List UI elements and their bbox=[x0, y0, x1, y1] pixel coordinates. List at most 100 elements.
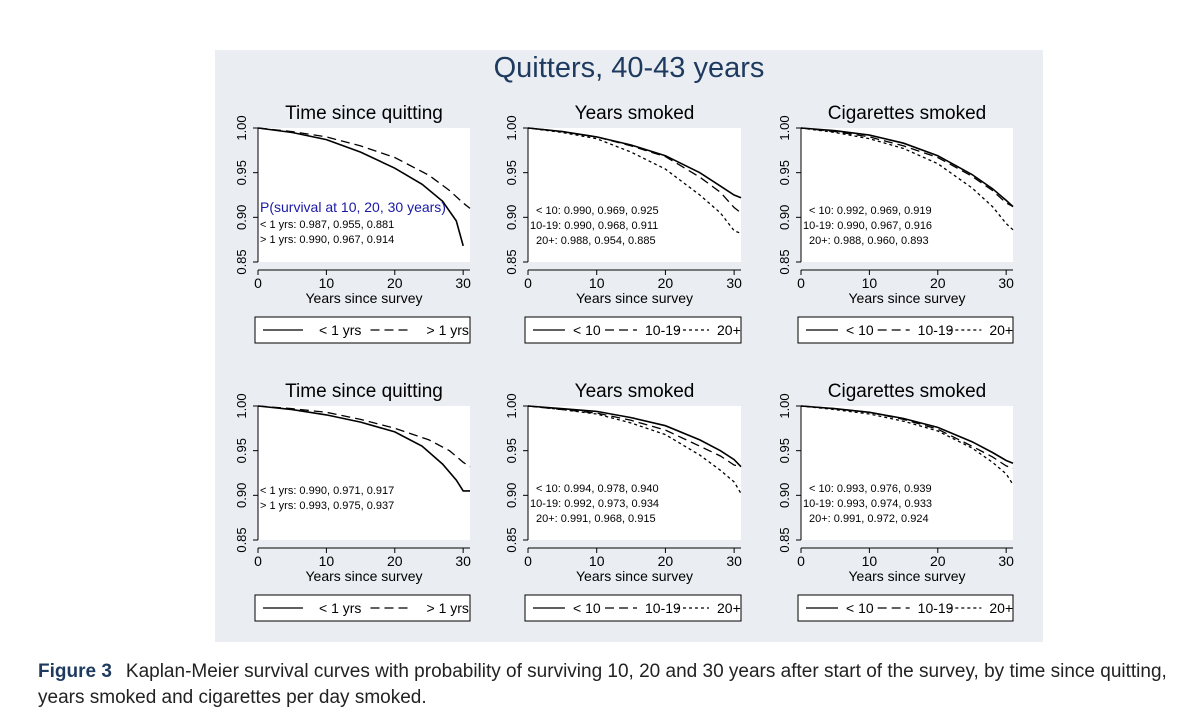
subplot-1: Time since quittingMen0.850.900.951.0001… bbox=[234, 103, 471, 344]
annotation-line: 20+: 0.988, 0.960, 0.893 bbox=[809, 235, 929, 247]
figure-panel: Quitters, 40-43 years Time since quittin… bbox=[215, 50, 1043, 642]
x-axis-label: Years since survey bbox=[306, 568, 423, 584]
annotation-line: < 10: 0.994, 0.978, 0.940 bbox=[536, 483, 659, 495]
legend-label: 10-19 bbox=[918, 600, 954, 616]
y-tick-label: 0.85 bbox=[777, 249, 792, 274]
series-line-10 bbox=[800, 127, 1014, 208]
x-tick-label: 10 bbox=[589, 553, 605, 569]
subplot-title: Years smoked bbox=[575, 381, 695, 402]
annotation-line: 10-19: 0.993, 0.974, 0.933 bbox=[803, 498, 932, 510]
legend: < 1 yrs > 1 yrs bbox=[254, 316, 471, 344]
annotation-line: 10-19: 0.990, 0.967, 0.916 bbox=[803, 220, 932, 232]
annotation-line: 10-19: 0.990, 0.968, 0.911 bbox=[530, 220, 658, 232]
y-tick-label: 0.85 bbox=[504, 527, 519, 552]
x-tick-label: 30 bbox=[998, 553, 1014, 569]
y-tick-label: 0.85 bbox=[234, 527, 249, 552]
legend-label: 10-19 bbox=[645, 322, 681, 338]
subplot-4: Time since quittingWomen0.850.900.951.00… bbox=[234, 381, 471, 622]
series-line-10-19 bbox=[527, 127, 742, 214]
x-tick-label: 20 bbox=[387, 275, 403, 291]
x-tick-label: 20 bbox=[930, 275, 946, 291]
y-tick-label: 0.95 bbox=[234, 438, 249, 463]
annotation-header: P(survival at 10, 20, 30 years) bbox=[260, 199, 446, 215]
series-line-20 bbox=[527, 127, 742, 235]
x-tick-label: 30 bbox=[998, 275, 1014, 291]
figure-title: Quitters, 40-43 years bbox=[493, 52, 765, 84]
y-tick-label: 0.90 bbox=[234, 205, 249, 230]
x-tick-label: 20 bbox=[387, 553, 403, 569]
x-axis-label: Years since survey bbox=[576, 290, 693, 306]
legend-label: < 10 bbox=[846, 322, 874, 338]
annotation-line: < 1 yrs: 0.987, 0.955, 0.881 bbox=[260, 219, 394, 231]
y-tick-label: 1.00 bbox=[777, 115, 792, 140]
x-tick-label: 10 bbox=[589, 275, 605, 291]
legend-label: < 10 bbox=[573, 322, 601, 338]
y-tick-label: 1.00 bbox=[504, 393, 519, 418]
subplot-6: Cigarettes smokedWomen0.850.900.951.0001… bbox=[777, 381, 1014, 622]
y-tick-label: 0.85 bbox=[234, 249, 249, 274]
x-tick-label: 30 bbox=[726, 275, 742, 291]
legend-label: 20+ bbox=[717, 322, 741, 338]
series-line-10 bbox=[527, 405, 742, 468]
x-tick-label: 0 bbox=[254, 275, 262, 291]
x-tick-label: 20 bbox=[658, 553, 674, 569]
x-tick-label: 30 bbox=[455, 275, 471, 291]
figure-caption: Figure 3 Kaplan-Meier survival curves wit… bbox=[38, 659, 1178, 711]
legend: < 10 10-19 20+ bbox=[524, 316, 742, 344]
series-line-10-19 bbox=[527, 405, 742, 468]
x-tick-label: 10 bbox=[862, 553, 878, 569]
x-tick-label: 10 bbox=[319, 275, 335, 291]
annotation-line: < 1 yrs: 0.990, 0.971, 0.917 bbox=[260, 485, 394, 497]
legend-label: < 1 yrs bbox=[319, 600, 361, 616]
legend-label: 10-19 bbox=[645, 600, 681, 616]
series-line-1-yrs bbox=[257, 127, 471, 209]
y-tick-label: 0.95 bbox=[504, 160, 519, 185]
plot-area bbox=[528, 406, 741, 540]
x-axis-label: Years since survey bbox=[576, 568, 693, 584]
annotation-line: 20+: 0.988, 0.954, 0.885 bbox=[536, 235, 656, 247]
x-tick-label: 0 bbox=[254, 553, 262, 569]
x-axis-label: Years since survey bbox=[306, 290, 423, 306]
legend-label: < 1 yrs bbox=[319, 322, 361, 338]
series-line-1-yrs bbox=[257, 405, 471, 468]
legend-label: < 10 bbox=[846, 600, 874, 616]
y-tick-label: 0.90 bbox=[234, 483, 249, 508]
y-tick-label: 0.90 bbox=[504, 483, 519, 508]
plot-area bbox=[801, 406, 1013, 540]
legend-label: > 1 yrs bbox=[427, 322, 469, 338]
plot-area bbox=[258, 406, 470, 540]
x-tick-label: 10 bbox=[862, 275, 878, 291]
y-tick-label: 0.90 bbox=[777, 205, 792, 230]
annotation-line: > 1 yrs: 0.993, 0.975, 0.937 bbox=[260, 500, 394, 512]
legend-label: > 1 yrs bbox=[427, 600, 469, 616]
y-tick-label: 0.90 bbox=[777, 483, 792, 508]
subplot-3: Cigarettes smokedMen0.850.900.951.000102… bbox=[777, 103, 1014, 344]
annotation-line: > 1 yrs: 0.990, 0.967, 0.914 bbox=[260, 234, 394, 246]
legend: < 10 10-19 20+ bbox=[797, 316, 1014, 344]
x-tick-label: 10 bbox=[319, 553, 335, 569]
y-tick-label: 0.85 bbox=[504, 249, 519, 274]
plots-canvas: Time since quittingMen0.850.900.951.0001… bbox=[234, 103, 1014, 622]
series-line-1-yrs bbox=[257, 405, 470, 492]
annotation-line: < 10: 0.990, 0.969, 0.925 bbox=[536, 205, 659, 217]
x-tick-label: 20 bbox=[930, 553, 946, 569]
legend: < 1 yrs > 1 yrs bbox=[254, 594, 471, 622]
legend: < 10 10-19 20+ bbox=[797, 594, 1014, 622]
x-tick-label: 0 bbox=[797, 275, 805, 291]
y-tick-label: 1.00 bbox=[504, 115, 519, 140]
caption-label: Figure 3 bbox=[38, 661, 112, 682]
legend-label: 20+ bbox=[989, 600, 1013, 616]
y-tick-label: 1.00 bbox=[234, 393, 249, 418]
x-tick-label: 0 bbox=[524, 275, 532, 291]
series-line-10-19 bbox=[800, 127, 1014, 208]
y-tick-label: 1.00 bbox=[777, 393, 792, 418]
legend-label: < 10 bbox=[573, 600, 601, 616]
x-tick-label: 30 bbox=[455, 553, 471, 569]
y-tick-label: 0.95 bbox=[777, 160, 792, 185]
series-line-20 bbox=[527, 405, 742, 494]
x-tick-label: 0 bbox=[524, 553, 532, 569]
y-tick-label: 1.00 bbox=[234, 115, 249, 140]
series-line-1-yrs bbox=[257, 127, 464, 247]
subplot-title: Time since quitting bbox=[285, 381, 443, 402]
annotation-line: 20+: 0.991, 0.972, 0.924 bbox=[809, 513, 929, 525]
